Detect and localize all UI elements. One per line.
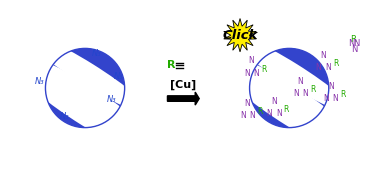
Text: N: N: [302, 89, 308, 98]
Text: N: N: [248, 56, 254, 65]
Text: N: N: [271, 97, 277, 106]
Ellipse shape: [229, 34, 353, 114]
Text: N: N: [276, 109, 282, 118]
Text: N: N: [253, 68, 259, 78]
Text: N: N: [320, 51, 326, 60]
FancyArrow shape: [167, 92, 199, 105]
Text: N: N: [353, 39, 360, 49]
Text: R: R: [167, 60, 175, 70]
Text: N₃: N₃: [114, 72, 124, 81]
Text: N: N: [316, 63, 321, 72]
Text: N₃: N₃: [91, 49, 101, 58]
Text: N: N: [297, 77, 304, 86]
Ellipse shape: [229, 75, 353, 155]
Text: N: N: [351, 45, 357, 54]
Text: N: N: [244, 68, 249, 78]
Ellipse shape: [21, 55, 146, 135]
Ellipse shape: [25, 34, 149, 114]
Text: N: N: [333, 94, 338, 103]
Text: N: N: [266, 109, 272, 118]
Text: N₃: N₃: [59, 112, 69, 121]
Text: N: N: [328, 82, 334, 91]
Text: R: R: [350, 34, 356, 43]
Text: R: R: [340, 90, 346, 99]
Text: R: R: [257, 107, 263, 116]
Text: N₃: N₃: [107, 95, 116, 104]
Text: R: R: [261, 65, 266, 74]
Text: R: R: [310, 85, 316, 94]
Text: N: N: [249, 111, 255, 120]
Text: N: N: [240, 111, 246, 120]
Text: N: N: [325, 63, 331, 72]
Polygon shape: [224, 18, 256, 52]
Text: R: R: [284, 105, 289, 114]
Text: N: N: [245, 99, 251, 108]
Circle shape: [45, 48, 125, 128]
Circle shape: [249, 48, 329, 128]
Text: Click: Click: [222, 29, 258, 42]
Text: [Cu]: [Cu]: [170, 79, 197, 90]
Text: N: N: [348, 39, 354, 49]
Text: N: N: [293, 89, 299, 98]
Ellipse shape: [25, 75, 149, 155]
Text: N: N: [323, 94, 329, 103]
Ellipse shape: [225, 55, 350, 135]
Text: N₃: N₃: [35, 77, 45, 86]
Text: R: R: [333, 59, 338, 68]
